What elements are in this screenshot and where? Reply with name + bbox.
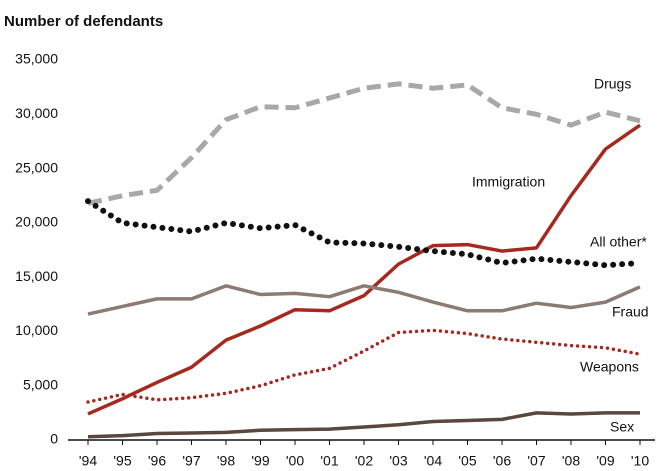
x-tick-label: '98 — [217, 453, 235, 469]
series-label: Sex — [610, 419, 634, 435]
series-label: Fraud — [612, 304, 649, 320]
x-tick-label: '95 — [113, 453, 131, 469]
x-tick-label: '94 — [79, 453, 97, 469]
series-line — [87, 123, 641, 416]
x-tick-label: '99 — [251, 453, 269, 469]
x-tick-label: '05 — [458, 453, 476, 469]
y-tick-label: 20,000 — [15, 214, 58, 230]
x-tick-label: '10 — [631, 453, 649, 469]
x-tick-label: '00 — [286, 453, 304, 469]
y-tick-label: 10,000 — [15, 322, 58, 338]
chart-title: Number of defendants — [4, 13, 163, 30]
series-label: Immigration — [472, 174, 545, 190]
y-tick-label: 0 — [50, 431, 58, 447]
y-tick-label: 5,000 — [23, 376, 58, 392]
y-tick-label: 30,000 — [15, 105, 58, 121]
x-tick-label: '03 — [389, 453, 407, 469]
series-line — [85, 198, 643, 269]
x-tick-label: '07 — [527, 453, 545, 469]
x-tick-label: '09 — [596, 453, 614, 469]
y-tick-label: 35,000 — [15, 51, 58, 67]
x-tick-label: '02 — [355, 453, 373, 469]
x-tick-label: '06 — [493, 453, 511, 469]
series-label: All other* — [590, 234, 647, 250]
x-tick-label: '01 — [320, 453, 338, 469]
series-line — [87, 284, 641, 316]
series-line — [86, 328, 642, 404]
x-tick-label: '97 — [182, 453, 200, 469]
x-tick-label: '96 — [148, 453, 166, 469]
y-tick-label: 25,000 — [15, 159, 58, 175]
x-tick-label: '04 — [424, 453, 442, 469]
y-tick-label: 15,000 — [15, 268, 58, 284]
series-line — [87, 81, 641, 206]
series-line — [87, 411, 640, 439]
series-label: Drugs — [594, 76, 631, 92]
series-label: Weapons — [580, 359, 639, 375]
x-tick-label: '08 — [562, 453, 580, 469]
